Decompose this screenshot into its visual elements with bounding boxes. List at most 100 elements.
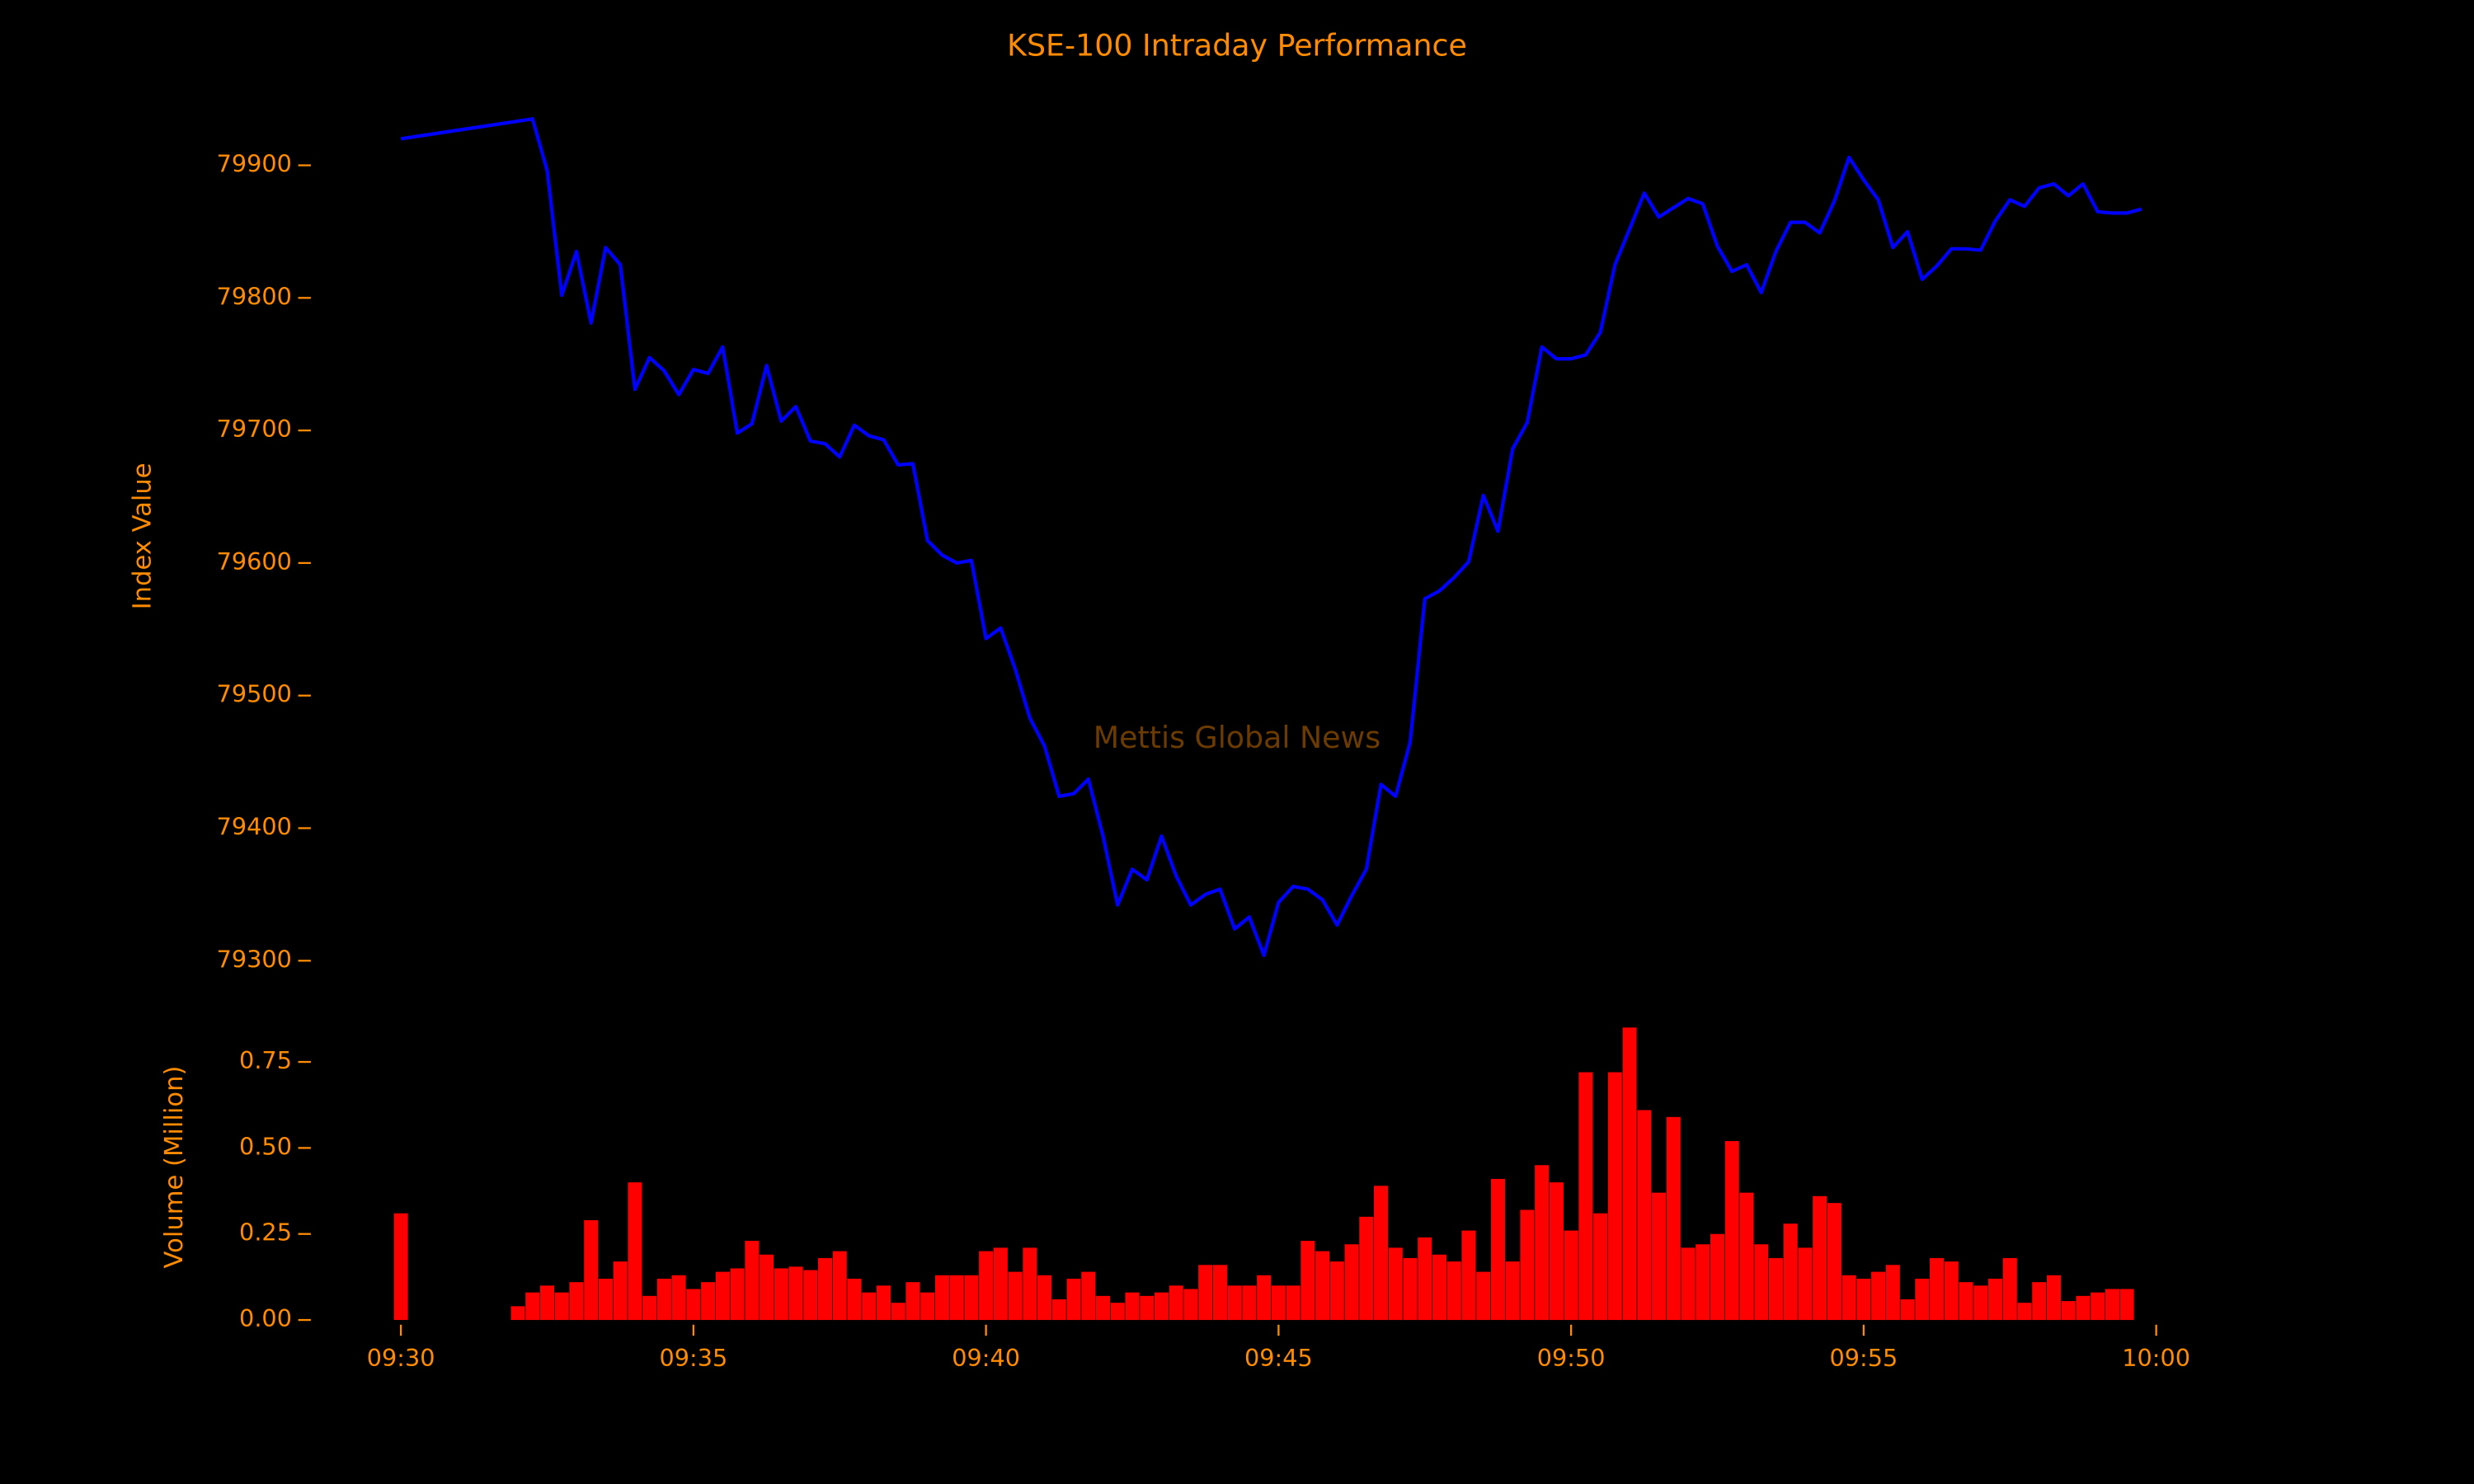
x-tick-label: 10:00 bbox=[2122, 1344, 2190, 1372]
volume-bar bbox=[1520, 1209, 1535, 1321]
volume-bar bbox=[1739, 1192, 1754, 1321]
volume-bar bbox=[1403, 1257, 1418, 1321]
x-tick-label: 09:45 bbox=[1244, 1344, 1313, 1372]
volume-bar bbox=[1183, 1289, 1198, 1321]
volume-bar bbox=[2105, 1289, 2119, 1321]
volume-bar bbox=[2046, 1275, 2061, 1321]
volume-bar bbox=[993, 1247, 1008, 1321]
volume-bar bbox=[1374, 1186, 1389, 1321]
volume-bar bbox=[1418, 1237, 1432, 1321]
volume-bar bbox=[862, 1292, 877, 1321]
volume-bar bbox=[1856, 1278, 1871, 1321]
volume-bar bbox=[1666, 1116, 1681, 1321]
y-tick-label: 79700 bbox=[217, 415, 292, 443]
volume-bar bbox=[1359, 1216, 1374, 1321]
volume-bar bbox=[1973, 1285, 1988, 1321]
volume-bar bbox=[2119, 1289, 2134, 1321]
volume-bar bbox=[979, 1251, 994, 1321]
volume-bar bbox=[642, 1295, 657, 1321]
y-axis-label: Index Value bbox=[129, 463, 158, 609]
volume-bar bbox=[1768, 1257, 1783, 1321]
volume-bar bbox=[1096, 1295, 1111, 1321]
volume-bar bbox=[1813, 1195, 1827, 1321]
volume-bar bbox=[1110, 1303, 1125, 1321]
volume-bar bbox=[1841, 1275, 1856, 1321]
volume-bar bbox=[1827, 1203, 1841, 1321]
volume-bar bbox=[569, 1282, 584, 1321]
volume-bar bbox=[1286, 1285, 1300, 1321]
volume-bar bbox=[1637, 1110, 1652, 1321]
volume-bar bbox=[1446, 1261, 1461, 1321]
volume-bar bbox=[1140, 1295, 1155, 1321]
volume-bar bbox=[1652, 1192, 1667, 1321]
volume-bar bbox=[1783, 1223, 1798, 1321]
volume-bar bbox=[745, 1241, 760, 1321]
volume-bar bbox=[1242, 1285, 1257, 1321]
x-tick-label: 09:40 bbox=[952, 1344, 1020, 1372]
volume-bar bbox=[847, 1278, 862, 1321]
volume-bar bbox=[1344, 1244, 1359, 1321]
volume-bar bbox=[934, 1275, 949, 1321]
volume-bar bbox=[2002, 1257, 2017, 1321]
volume-bar bbox=[1476, 1271, 1491, 1321]
volume-bar bbox=[1724, 1141, 1739, 1321]
volume-bar bbox=[1461, 1230, 1476, 1321]
volume-bar bbox=[671, 1275, 686, 1321]
volume-bar bbox=[964, 1275, 979, 1321]
volume-bar bbox=[1227, 1285, 1242, 1321]
volume-bar bbox=[1154, 1292, 1169, 1321]
volume-bar bbox=[1959, 1282, 1973, 1321]
volume-bar bbox=[1564, 1230, 1578, 1321]
volume-bar bbox=[1198, 1265, 1213, 1321]
volume-bar bbox=[2032, 1282, 2047, 1321]
volume-bar bbox=[1432, 1254, 1447, 1321]
volume-bar bbox=[2017, 1303, 2032, 1321]
x-tick-label: 09:35 bbox=[660, 1344, 728, 1372]
volume-bar bbox=[1329, 1261, 1344, 1321]
volume-bar bbox=[656, 1278, 671, 1321]
volume-bar bbox=[1988, 1278, 2003, 1321]
volume-bar bbox=[393, 1213, 408, 1321]
y-tick-label: 0.25 bbox=[239, 1219, 292, 1247]
volume-bar bbox=[554, 1292, 569, 1321]
volume-bar bbox=[920, 1292, 935, 1321]
volume-bar bbox=[1798, 1247, 1813, 1321]
volume-bar bbox=[1885, 1265, 1900, 1321]
volume-bar bbox=[1578, 1072, 1593, 1321]
volume-bar bbox=[1593, 1213, 1608, 1321]
volume-bar bbox=[1257, 1275, 1272, 1321]
y-tick-label: 79400 bbox=[217, 812, 292, 840]
volume-bar bbox=[1944, 1261, 1959, 1321]
volume-bar bbox=[1622, 1027, 1637, 1321]
volume-bar bbox=[1915, 1278, 1930, 1321]
volume-bar bbox=[1388, 1247, 1403, 1321]
volume-bar bbox=[1930, 1257, 1945, 1321]
volume-bar bbox=[1696, 1244, 1710, 1321]
volume-bar bbox=[598, 1278, 613, 1321]
volume-bar bbox=[1081, 1271, 1096, 1321]
volume-bar bbox=[1051, 1299, 1066, 1321]
y-tick-label: 0.50 bbox=[239, 1132, 292, 1160]
volume-bar bbox=[905, 1282, 920, 1321]
volume-bar bbox=[584, 1220, 599, 1321]
volume-bar bbox=[1300, 1241, 1315, 1321]
volume-bar bbox=[686, 1289, 701, 1321]
volume-bar bbox=[1505, 1261, 1520, 1321]
y-tick-label: 79500 bbox=[217, 680, 292, 708]
volume-bar bbox=[891, 1303, 905, 1321]
volume-bar bbox=[2061, 1301, 2076, 1321]
volume-bar bbox=[788, 1266, 803, 1321]
volume-bar bbox=[1023, 1247, 1037, 1321]
volume-bar bbox=[1681, 1247, 1696, 1321]
volume-bar bbox=[1315, 1251, 1330, 1321]
volume-bar bbox=[876, 1285, 891, 1321]
y-tick-label: 0.75 bbox=[239, 1046, 292, 1074]
x-tick-label: 09:30 bbox=[367, 1344, 435, 1372]
volume-bar bbox=[1607, 1072, 1622, 1321]
volume-bar bbox=[774, 1268, 788, 1321]
volume-bar bbox=[1125, 1292, 1140, 1321]
index-line bbox=[400, 117, 2142, 957]
y-tick-label: 79800 bbox=[217, 282, 292, 310]
volume-bar bbox=[760, 1254, 774, 1321]
